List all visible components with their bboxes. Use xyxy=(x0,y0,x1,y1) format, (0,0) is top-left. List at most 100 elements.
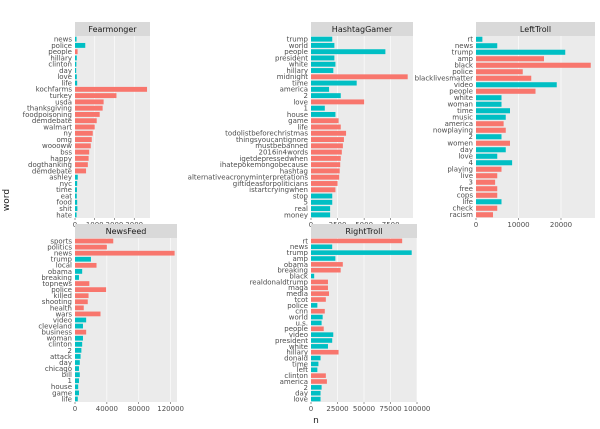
y-tick-label: politics xyxy=(47,244,72,252)
bar xyxy=(311,155,341,161)
x-tick-label: 10000 xyxy=(507,221,529,229)
y-tick-label: day xyxy=(295,390,308,398)
bar xyxy=(75,124,95,130)
y-tick-label: police xyxy=(51,286,72,294)
y-tick-label: breaking xyxy=(41,274,72,282)
bar xyxy=(75,287,107,292)
bar xyxy=(75,187,77,193)
y-tick-label: people xyxy=(48,48,72,56)
bar xyxy=(476,127,506,133)
y-tick-label: playing xyxy=(447,166,473,174)
bar xyxy=(75,238,114,244)
bar xyxy=(75,262,97,268)
bar xyxy=(75,80,78,86)
x-tick-label: 0 xyxy=(309,405,313,413)
y-tick-label: attack xyxy=(50,353,73,361)
bar xyxy=(311,385,322,390)
y-tick-label: life xyxy=(462,198,473,206)
y-tick-label: clinton xyxy=(48,341,72,349)
bar xyxy=(75,93,117,99)
facet-title: LeftTroll xyxy=(520,25,551,34)
bar xyxy=(311,55,335,61)
bar xyxy=(311,137,344,142)
bar xyxy=(476,134,502,140)
y-tick-label: america xyxy=(280,86,308,94)
y-tick-label: woooww xyxy=(42,142,72,150)
y-tick-label: blacklivesmatter xyxy=(415,75,473,83)
bar xyxy=(311,291,330,296)
y-tick-label: news xyxy=(290,243,308,251)
bar xyxy=(311,105,325,111)
bar xyxy=(476,205,498,211)
y-tick-label: rt xyxy=(302,237,308,245)
y-tick-label: white xyxy=(289,343,308,351)
y-tick-label: happy xyxy=(50,155,72,163)
bar xyxy=(75,250,175,256)
x-tick-label: 0 xyxy=(474,221,478,229)
y-tick-label: wars xyxy=(55,310,72,318)
bar xyxy=(311,118,339,124)
bar xyxy=(75,105,103,111)
y-tick-label: nowplaying xyxy=(433,127,473,135)
y-tick-label: video xyxy=(53,316,72,324)
y-tick-label: day xyxy=(59,359,72,367)
y-tick-label: life xyxy=(297,123,308,131)
panel-background xyxy=(75,238,177,402)
bar xyxy=(311,162,341,168)
bar xyxy=(75,36,77,42)
y-tick-label: media xyxy=(286,290,308,298)
bar xyxy=(75,174,78,180)
y-tick-label: time xyxy=(56,186,72,194)
y-tick-label: 4 xyxy=(469,159,474,167)
bar xyxy=(311,168,340,174)
y-tick-label: amp xyxy=(457,55,473,63)
bar xyxy=(476,212,493,218)
bar xyxy=(311,99,365,105)
y-tick-label: alternativeacronyminterpretations xyxy=(188,174,309,182)
bar xyxy=(75,143,91,149)
bar xyxy=(311,238,403,244)
y-tick-label: 1 xyxy=(68,377,72,385)
bar xyxy=(476,43,498,49)
bar xyxy=(75,305,84,311)
y-tick-label: people xyxy=(284,325,308,333)
y-tick-label: food xyxy=(57,199,72,207)
bar xyxy=(311,36,333,42)
y-tick-label: usda xyxy=(55,98,72,106)
y-axis-title: word xyxy=(2,189,12,211)
x-tick-label: 20000 xyxy=(550,221,572,229)
y-tick-label: video xyxy=(454,81,473,89)
y-tick-label: world xyxy=(289,42,308,50)
bar xyxy=(476,108,510,114)
y-tick-label: demdebate xyxy=(32,167,72,175)
y-tick-label: day xyxy=(460,146,473,154)
bar xyxy=(311,124,341,130)
bar xyxy=(75,112,100,117)
bar xyxy=(476,62,591,68)
bar xyxy=(311,303,318,308)
y-tick-label: turkey xyxy=(50,92,72,100)
bar xyxy=(311,187,336,193)
bar xyxy=(476,140,510,146)
bar xyxy=(311,285,328,291)
bar xyxy=(75,299,88,305)
bar xyxy=(311,244,333,250)
y-tick-label: news xyxy=(54,250,72,258)
bar xyxy=(311,93,341,99)
bar xyxy=(311,273,315,279)
y-tick-label: chicago xyxy=(45,365,72,373)
bar xyxy=(311,42,335,48)
bar xyxy=(75,137,92,142)
y-tick-label: u.s. xyxy=(295,319,308,327)
bar xyxy=(311,61,336,67)
bar xyxy=(311,320,322,326)
y-tick-label: 2 xyxy=(304,384,308,392)
y-tick-label: 2 xyxy=(304,92,308,100)
y-tick-label: day xyxy=(59,67,72,75)
facet-title: RightTroll xyxy=(345,227,382,236)
y-tick-label: 3 xyxy=(469,179,473,187)
bar xyxy=(75,55,77,61)
y-tick-label: mustbebanned xyxy=(255,142,308,150)
y-tick-label: donald xyxy=(284,354,308,362)
